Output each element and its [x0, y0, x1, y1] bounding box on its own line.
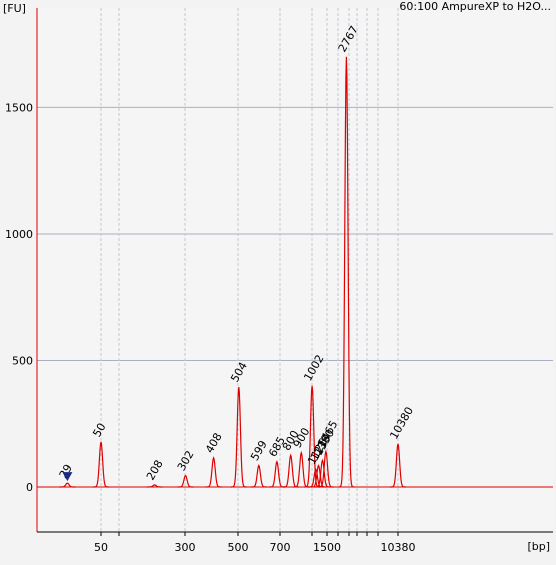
peak [146, 484, 163, 488]
peak-label: 29 [57, 462, 75, 481]
peak [250, 464, 267, 488]
y-tick-label: 0 [26, 481, 33, 494]
x-tick-label: 1500 [313, 541, 341, 554]
y-tick-label: 1000 [5, 228, 33, 241]
peak [390, 443, 406, 488]
peak [230, 386, 247, 488]
x-axis-label: [bp] [527, 540, 550, 553]
peak [268, 460, 285, 488]
x-tick-label: 300 [175, 541, 196, 554]
peak [314, 458, 331, 488]
x-tick-label: 10380 [381, 541, 416, 554]
x-tick-label: 50 [94, 541, 108, 554]
peak [205, 456, 222, 488]
peak [310, 464, 327, 488]
peak [177, 474, 194, 488]
chart-title: 60:100 AmpureXP to H2O... [399, 0, 551, 13]
peak [59, 482, 76, 488]
y-axis-label: [FU] [3, 2, 26, 15]
marker-triangle [62, 472, 73, 482]
peak-label: 50 [90, 421, 108, 440]
peak [93, 441, 109, 488]
plot-area [37, 8, 553, 532]
x-tick-label: 700 [270, 541, 291, 554]
y-tick-label: 500 [12, 354, 33, 367]
peak [317, 449, 334, 488]
peak [338, 56, 355, 488]
y-tick-label: 1500 [5, 101, 33, 114]
x-tick-label: 500 [228, 541, 249, 554]
